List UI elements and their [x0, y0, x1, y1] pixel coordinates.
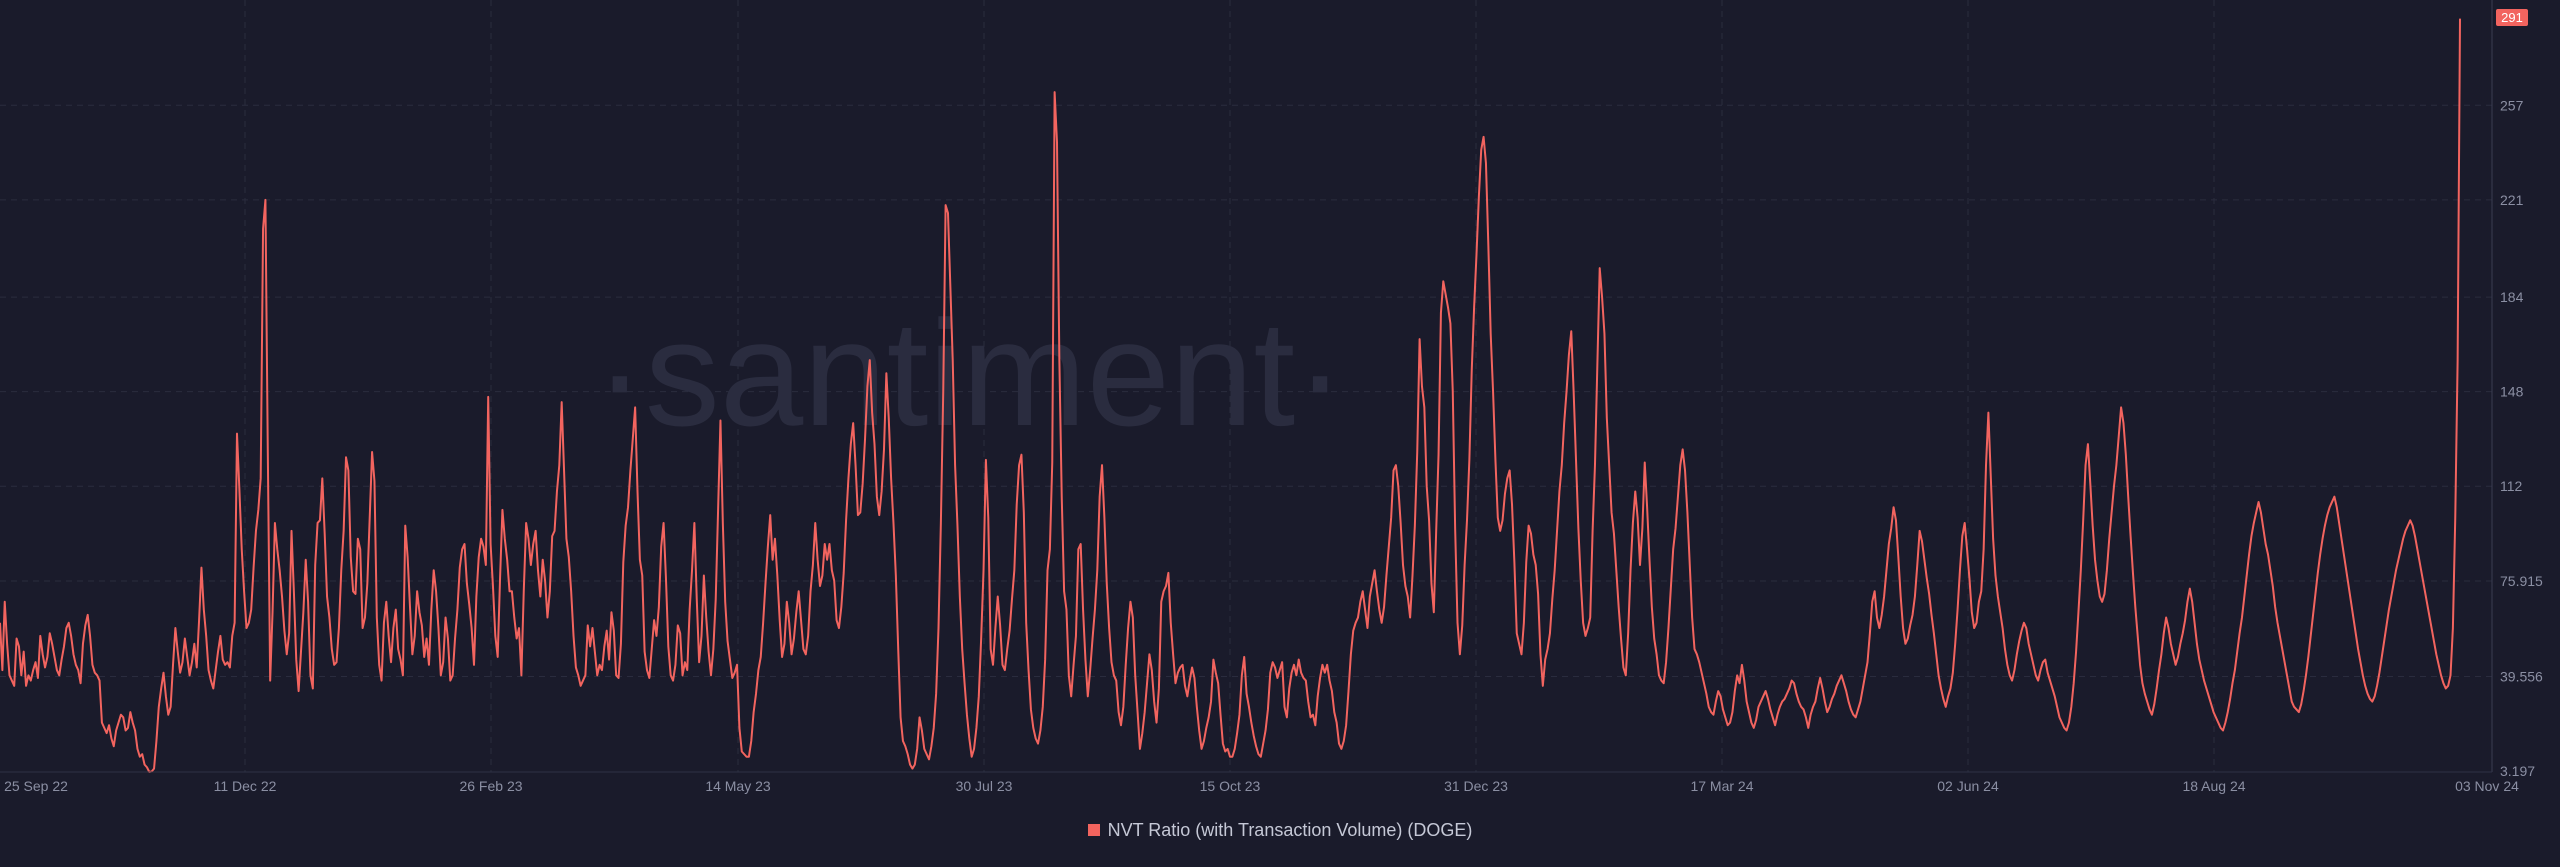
x-tick-label: 14 May 23 — [705, 778, 771, 794]
series-layer — [0, 18, 2461, 773]
santiment-watermark: ·santiment· — [595, 289, 1345, 457]
x-tick-label: 15 Oct 23 — [1200, 778, 1261, 794]
x-tick-label: 11 Dec 22 — [214, 778, 277, 794]
y-tick-label: 3.197 — [2500, 763, 2535, 779]
x-tick-label: 25 Sep 22 — [4, 778, 68, 794]
legend-swatch-icon — [1087, 824, 1100, 836]
series-line-nvt-ratio[interactable] — [0, 18, 2461, 773]
x-tick-label: 31 Dec 23 — [1444, 778, 1508, 794]
last-value-badge — [2496, 9, 2528, 26]
x-tick-label: 17 Mar 24 — [1690, 778, 1753, 794]
y-tick-label: 221 — [2500, 192, 2524, 208]
legend-series-label: NVT Ratio (with Transaction Volume) (DOG… — [1107, 820, 1473, 840]
y-tick-label: 257 — [2500, 97, 2524, 113]
last-value-label: 291 — [2501, 10, 2523, 25]
chart-legend[interactable]: NVT Ratio (with Transaction Volume) (DOG… — [0, 820, 2560, 841]
y-tick-label: 148 — [2500, 384, 2524, 400]
x-tick-label: 26 Feb 23 — [459, 778, 522, 794]
y-tick-label: 184 — [2500, 289, 2524, 305]
y-tick-label: 39.556 — [2500, 668, 2543, 684]
x-tick-label: 03 Nov 24 — [2455, 778, 2519, 794]
y-tick-label: 112 — [2500, 478, 2523, 494]
x-tick-label: 18 Aug 24 — [2182, 778, 2245, 794]
x-tick-label: 02 Jun 24 — [1937, 778, 1999, 794]
axes: 25 Sep 22 11 Dec 22 26 Feb 23 14 May 23 30 J… — [0, 0, 2543, 794]
y-tick-label: 75.915 — [2500, 573, 2543, 589]
x-tick-label: 30 Jul 23 — [956, 778, 1013, 794]
